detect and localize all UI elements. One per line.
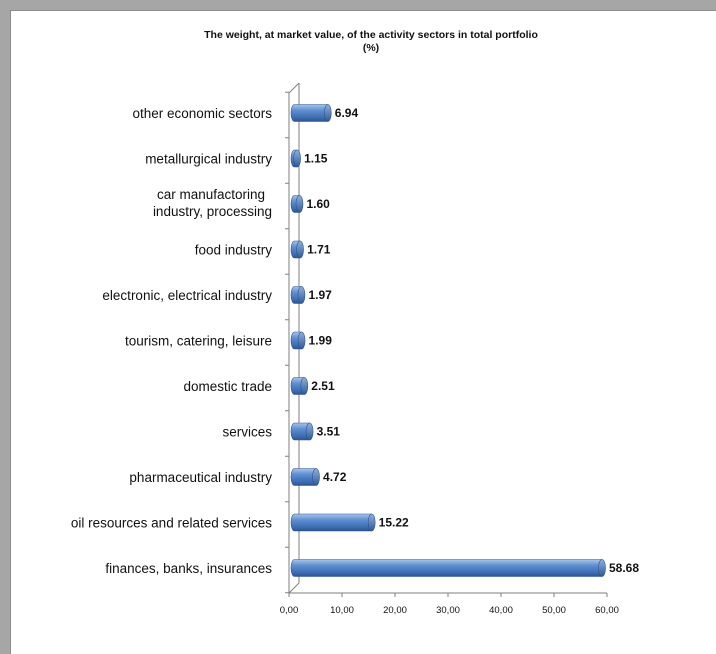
bar (290, 513, 372, 532)
data-label: 1.15 (304, 152, 328, 166)
bar-cap (598, 559, 606, 577)
x-tick-label: 60,00 (595, 605, 619, 616)
data-label: 6.94 (335, 106, 359, 120)
data-label: 1.97 (308, 288, 332, 302)
category-label: electronic, electrical industry (102, 288, 272, 303)
x-tick-label: 40,00 (489, 605, 513, 616)
bar-cap (323, 104, 332, 122)
chart-area: The weight, at market value, of the acti… (10, 10, 716, 654)
x-tick-label: 0,00 (280, 605, 299, 616)
data-label: 1.99 (309, 334, 333, 348)
data-label: 2.51 (311, 379, 335, 393)
data-label: 1.60 (306, 197, 330, 211)
category-label: pharmaceutical industry (129, 470, 272, 485)
bar-cap (295, 195, 304, 213)
bar-cap (367, 513, 376, 532)
bar (290, 559, 603, 577)
bar-cap (305, 422, 314, 441)
y-axis-depth-top (288, 82, 300, 94)
x-tick-label: 10,00 (330, 605, 354, 616)
chart-subtitle: (%) (363, 42, 379, 54)
bar-cap (297, 286, 306, 304)
bar-cap (300, 377, 309, 395)
data-label: 4.72 (323, 470, 347, 484)
x-tick-label: 50,00 (542, 605, 566, 616)
data-label: 58.68 (609, 561, 639, 575)
data-label: 1.71 (307, 243, 331, 257)
bar-chart: The weight, at market value, of the acti… (71, 29, 639, 616)
bar (290, 468, 317, 486)
x-tick-label: 30,00 (436, 605, 460, 616)
bars-layer (290, 104, 606, 577)
bar-cap (293, 149, 301, 168)
data-label: 15.22 (379, 516, 409, 530)
x-tick-label: 20,00 (383, 605, 407, 616)
category-label: other economic sectors (132, 106, 272, 121)
bar (290, 422, 310, 441)
chart-title: The weight, at market value, of the acti… (204, 29, 538, 41)
bar-cap (312, 468, 320, 486)
category-label: car manufactoring industry, processing (153, 187, 272, 219)
data-label: 3.51 (317, 425, 341, 439)
category-label: oil resources and related services (71, 516, 272, 531)
labels-layer: 0,00 10,00 20,00 30,00 40,00 50,00 60,00 58.68 f… (71, 106, 639, 616)
bar (290, 104, 329, 122)
category-label: finances, banks, insurances (105, 561, 272, 576)
bar-cap (296, 240, 304, 259)
category-label: food industry (195, 243, 273, 258)
category-label: metallurgical industry (145, 152, 272, 167)
floor-depth-line (288, 582, 300, 594)
bar-cap (297, 331, 306, 350)
category-label: tourism, catering, leisure (125, 334, 272, 349)
category-label: services (222, 425, 272, 440)
category-label: domestic trade (183, 379, 272, 394)
